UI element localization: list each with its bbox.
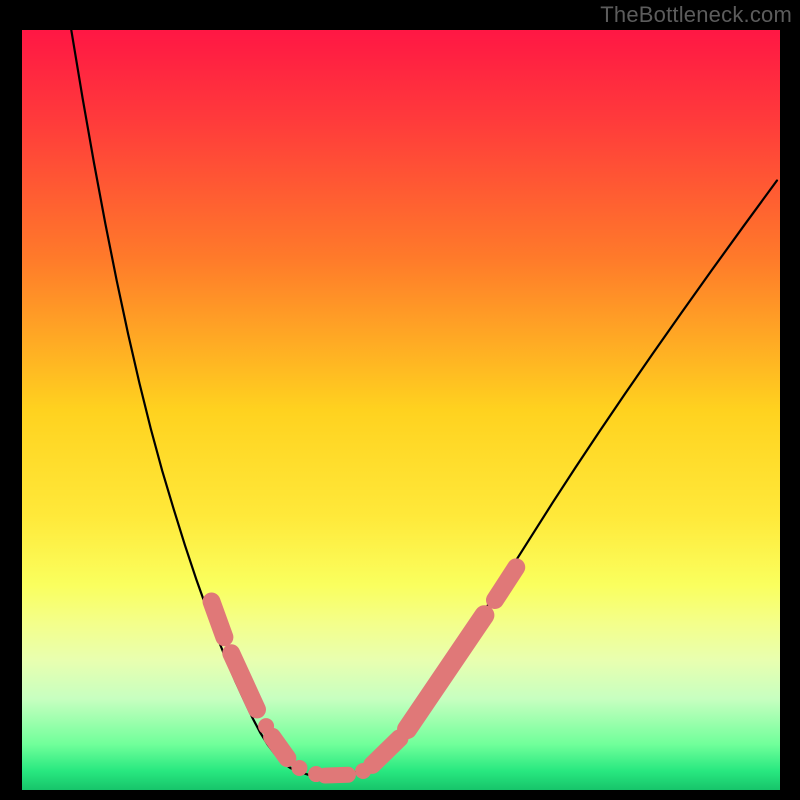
bead-capsule [212,602,225,638]
watermark-text: TheBottleneck.com [600,2,792,28]
bead [291,760,307,776]
bead-capsule [272,737,287,758]
gradient-background [22,30,780,790]
bottleneck-chart [22,30,780,790]
bead-capsule [325,775,348,776]
